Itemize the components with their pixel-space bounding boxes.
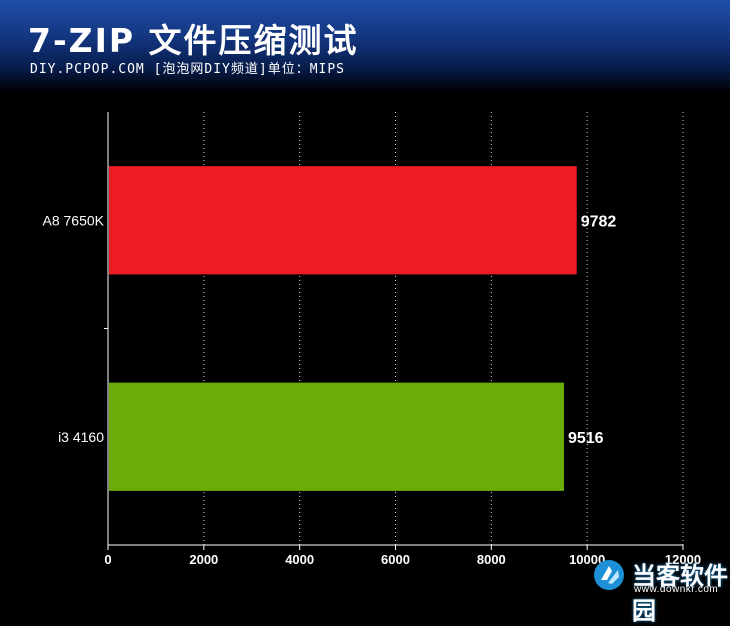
x-tick-label: 8000 bbox=[477, 552, 506, 567]
x-tick-label: 4000 bbox=[285, 552, 314, 567]
chart-title: 7-ZIP 文件压缩测试 bbox=[28, 21, 359, 60]
x-tick-label: 2000 bbox=[189, 552, 218, 567]
category-label: i3 4160 bbox=[58, 429, 104, 445]
bar-chart: 0 2000 4000 6000 8000 10000 12000 A8 7650K 9782 i… bbox=[43, 112, 701, 567]
data-label: 9782 bbox=[581, 213, 617, 230]
watermark-url: www.downkr.com bbox=[634, 584, 719, 595]
bar bbox=[109, 382, 564, 491]
category-label: A8 7650K bbox=[43, 212, 105, 228]
download-logo-icon bbox=[594, 560, 624, 590]
chart-subtitle: DIY.PCPOP.COM [泡泡网DIY频道]单位：MIPS bbox=[30, 62, 346, 77]
chart-header: 7-ZIP 文件压缩测试 DIY.PCPOP.COM [泡泡网DIY频道]单位：… bbox=[0, 0, 730, 92]
x-tick-label: 12000 bbox=[665, 552, 701, 567]
x-tick-label: 6000 bbox=[381, 552, 410, 567]
x-tick-label: 10000 bbox=[569, 552, 605, 567]
watermark-logo: 当客软件园 www.downkr.com bbox=[592, 556, 728, 625]
x-tick-label: 0 bbox=[104, 552, 111, 567]
bar bbox=[109, 166, 577, 275]
data-label: 9516 bbox=[568, 430, 604, 447]
